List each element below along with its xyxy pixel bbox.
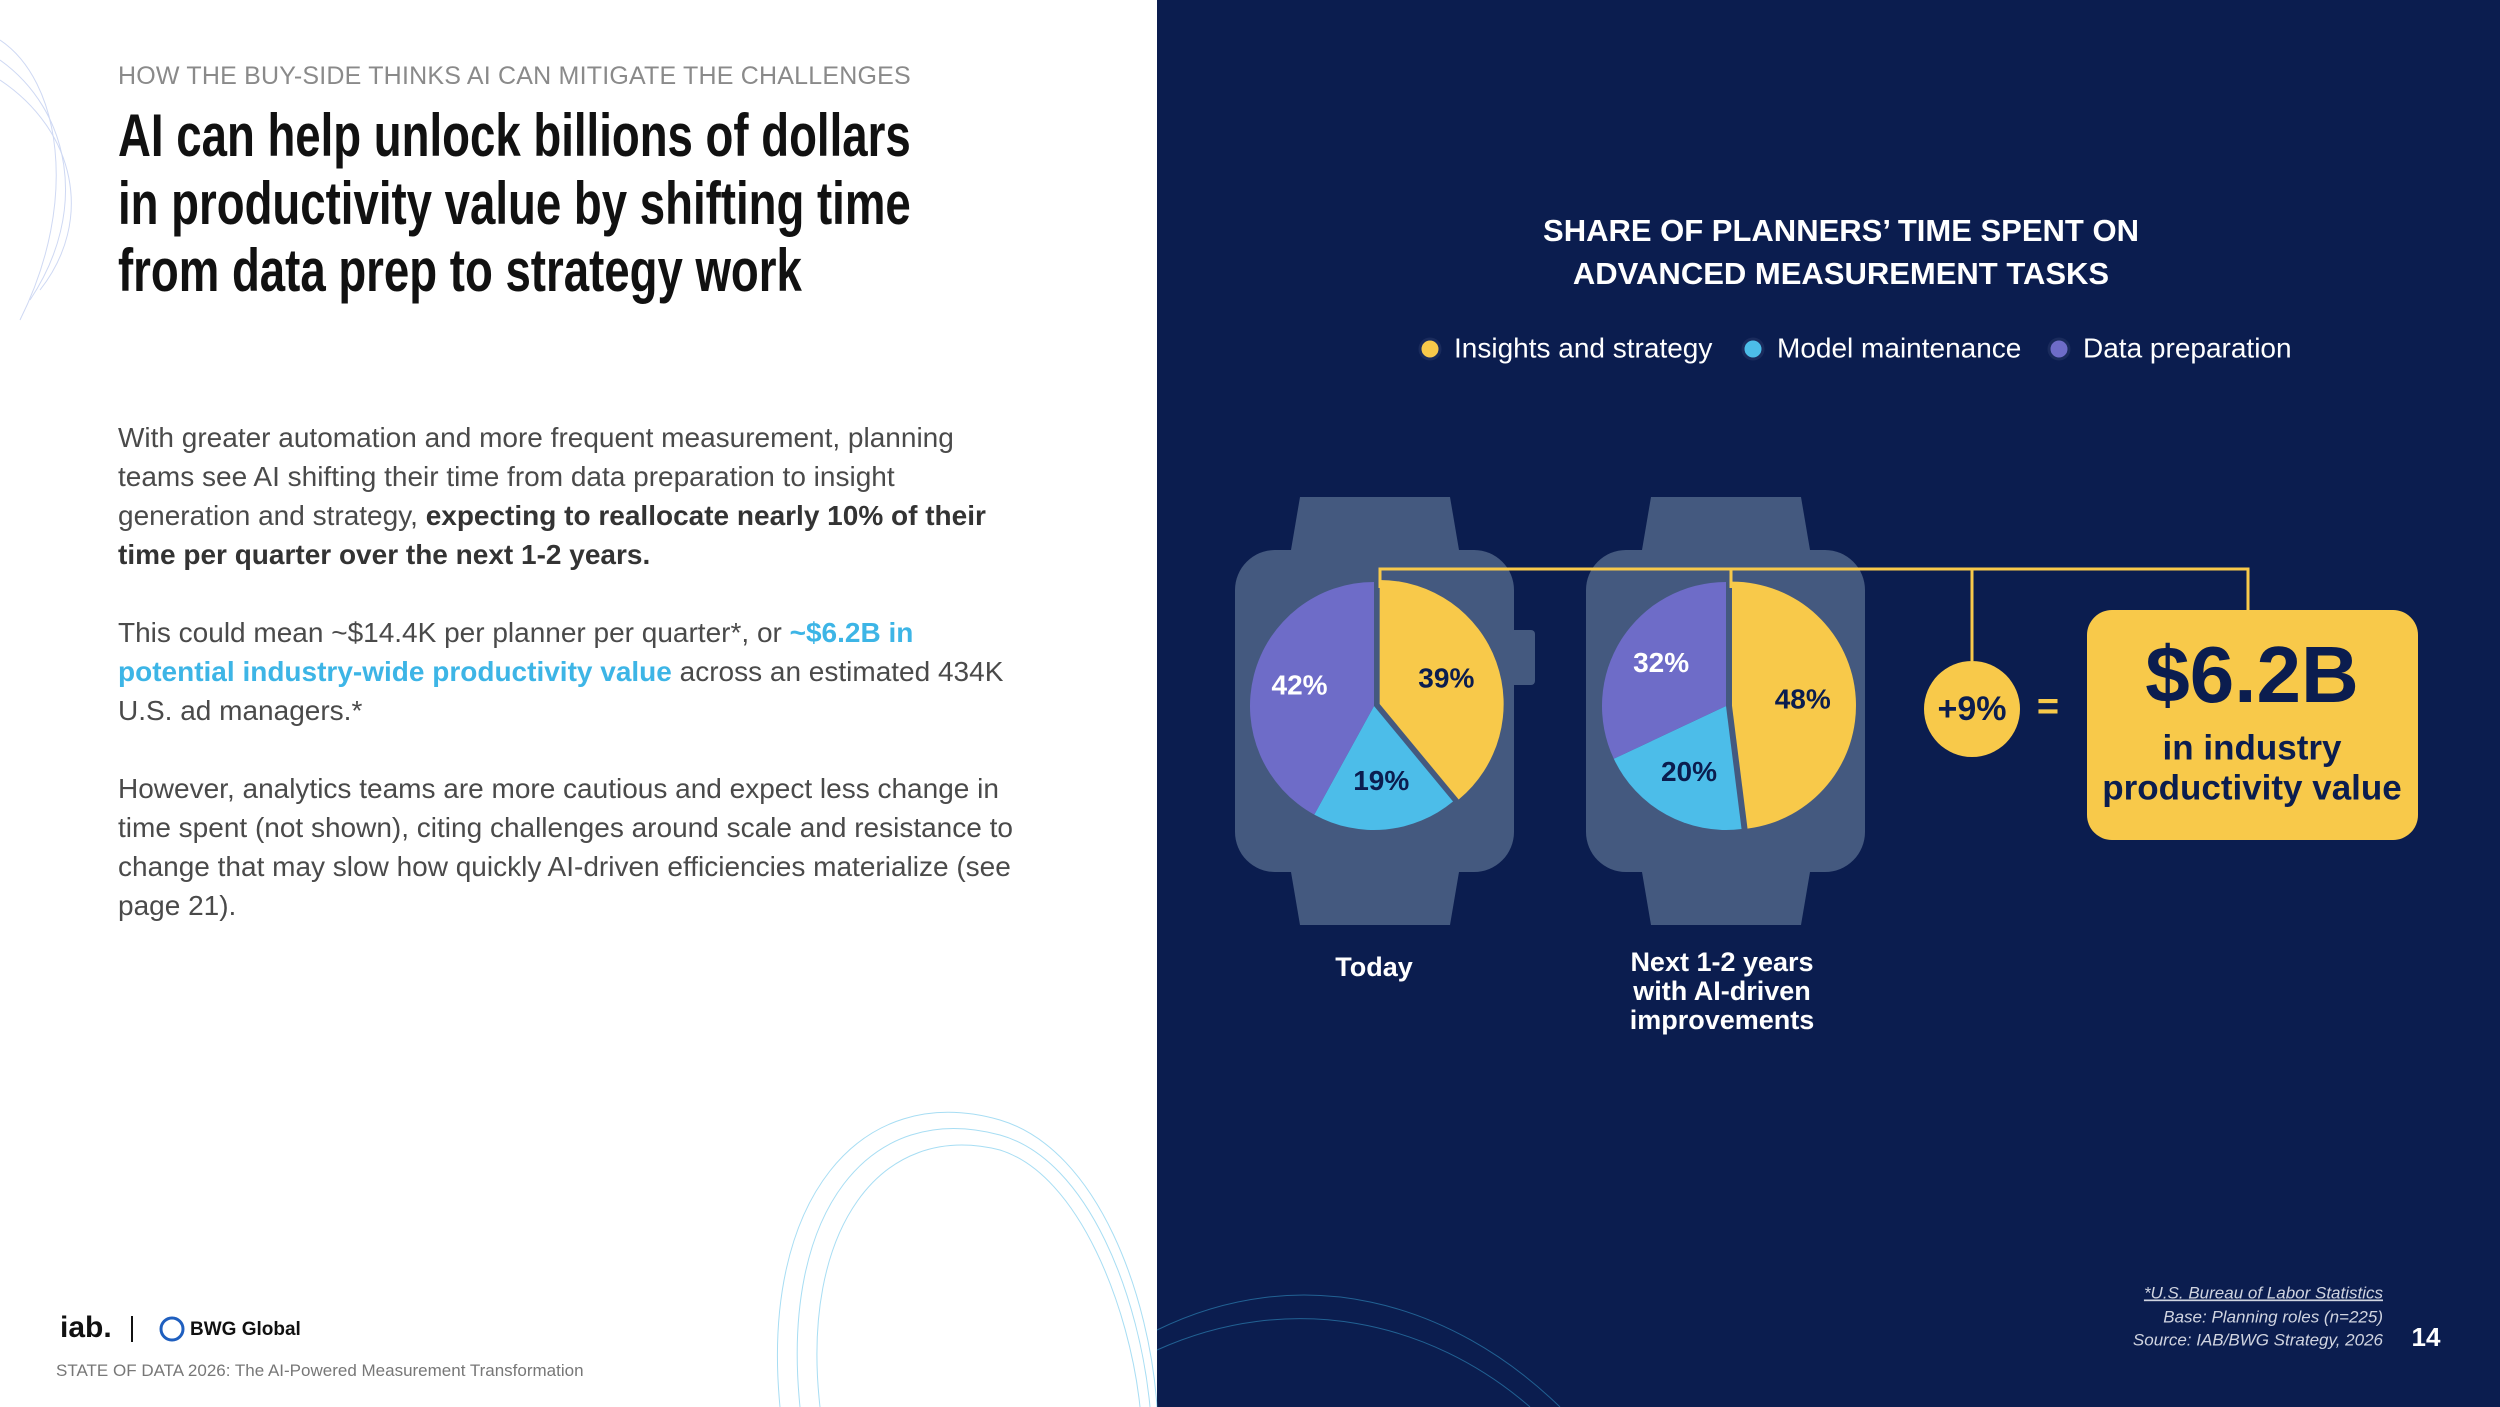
legend-label: Insights and strategy [1454,332,1712,363]
slice-label: 39% [1418,662,1474,693]
change-badge [1924,661,2020,757]
title-group: AI can help unlock billions of dollars i… [118,103,911,304]
legend-swatch [1418,337,1442,361]
wave-decoration [776,1111,1561,1407]
text-run: This could mean ~$14.4K per planner per … [118,617,790,648]
pie-caption: improvements [1630,1005,1815,1035]
slice-label: 20% [1661,756,1717,787]
paragraph: However, analytics teams are more cautio… [118,769,1018,925]
text-run: across an estimated 434K U.S. ad manager… [118,656,1004,726]
footnote: *U.S. Bureau of Labor Statistics [2144,1283,2384,1302]
wave-decoration [0,39,72,321]
text-run: With greater automation and more frequen… [118,422,954,531]
connector [1378,567,2250,661]
brand-icon [159,1316,185,1342]
pie-slice [1731,581,1856,829]
chart-title: ADVANCED MEASUREMENT TASKS [1573,256,2109,291]
page-number: 14 [2412,1322,2441,1352]
chart-layer: Insights and strategy Model maintenance Da… [1249,332,2292,1035]
amount-caption: in industry [2163,728,2342,767]
pie-caption: Next 1-2 years [1630,947,1813,977]
body-text: With greater automation and more frequen… [118,418,1018,964]
kicker: HOW THE BUY-SIDE THINKS AI CAN MITIGATE … [118,62,911,90]
legend-label: Data preparation [2083,332,2292,363]
pie-caption: Today [1335,952,1413,982]
slice-label: 42% [1272,669,1328,700]
pie-slice [1601,582,1726,759]
equals-sign: = [2037,686,2059,728]
text-run: expecting to reallocate nearly 10% of th… [118,500,986,570]
footnote: Base: Planning roles (n=225) [2163,1307,2383,1326]
brand-iab: iab. [60,1311,112,1344]
pie-slice [1613,706,1742,830]
legend-swatch [2047,337,2071,361]
slice-label: 19% [1353,765,1409,796]
legend-label: Model maintenance [1777,332,2021,363]
title-line: AI can help unlock billions of dollars [118,103,911,169]
pie-slice [1249,582,1374,815]
publication: STATE OF DATA 2026: The AI-Powered Measu… [56,1361,584,1380]
title-line: in productivity value by shifting time [118,171,911,237]
change-label: +9% [1938,690,2007,728]
pie-slice [1379,579,1504,800]
brand-bwg: BWG Global [190,1319,301,1340]
slice-label: 48% [1775,684,1831,715]
title-line: from data prep to strategy work [118,238,802,304]
paragraph: This could mean ~$14.4K per planner per … [118,613,1018,730]
paragraph: With greater automation and more frequen… [118,418,1018,574]
text-run: However, analytics teams are more cautio… [118,773,1013,921]
left-panel [0,0,1157,1407]
chart-title: SHARE OF PLANNERS’ TIME SPENT ON [1543,213,2139,248]
amount-caption: productivity value [2102,768,2402,807]
text-run: ~$6.2B in potential industry-wide produc… [118,617,914,687]
value-box [2087,610,2418,840]
pie-slice [1314,706,1454,830]
footnote: Source: IAB/BWG Strategy, 2026 [2133,1330,2384,1349]
amount: $6.2B [2145,630,2358,719]
pie-caption: with AI-driven [1632,976,1811,1006]
slice-label: 32% [1633,647,1689,678]
legend-swatch [1741,337,1765,361]
